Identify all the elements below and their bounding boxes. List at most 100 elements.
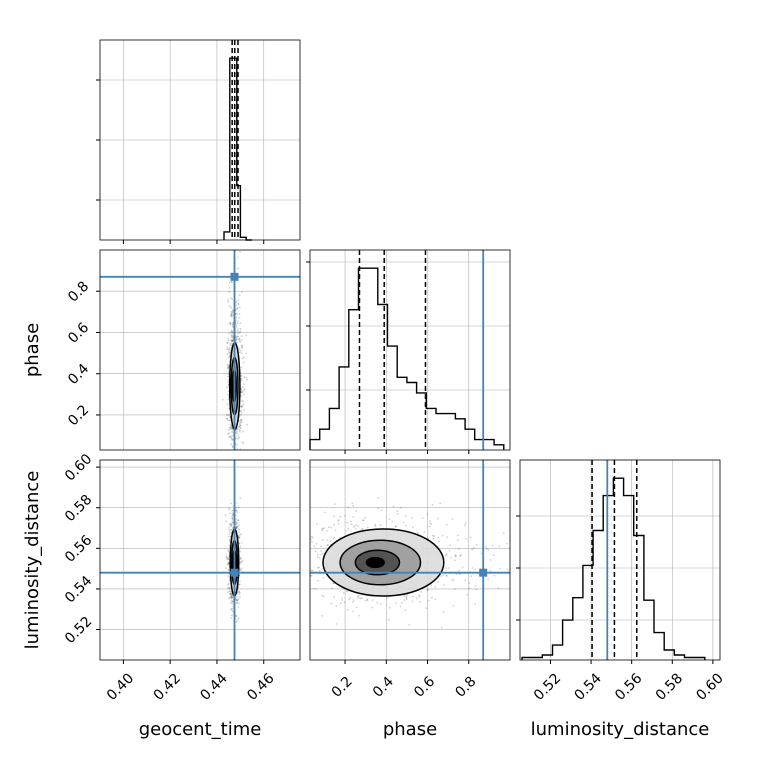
sample-point [236,602,239,604]
sample-point [230,425,233,428]
sample-point [333,515,335,518]
sample-point [228,557,231,560]
y-tick-label-phase: 0.6 [65,320,92,347]
sample-point [349,520,352,523]
sample-point [239,550,242,553]
sample-point [229,522,232,525]
sample-point [235,326,238,328]
sample-point [242,393,245,396]
sample-point [239,558,242,560]
sample-point [230,594,233,596]
x-tick-label-geocent_time: 0.40 [104,670,137,703]
sample-point [227,332,230,334]
sample-point [235,324,238,326]
sample-point [226,353,229,356]
sample-point [227,419,229,422]
sample-point [458,548,460,550]
sample-point [357,597,360,599]
sample-point [229,524,232,526]
sample-point [445,574,448,577]
sample-point [231,602,234,604]
y-tick-label-luminosity_distance: 0.56 [62,532,95,565]
sample-point [425,607,428,609]
sample-point [231,340,234,343]
sample-point [240,389,243,391]
sample-point [231,431,234,434]
sample-point [347,527,350,530]
truth-marker [479,568,488,577]
sample-point [334,529,337,532]
sample-point [231,596,234,599]
sample-point [239,424,242,427]
sample-point [241,291,243,293]
sample-point [237,524,240,527]
sample-point [392,505,395,508]
sample-point [226,417,229,420]
sample-point [228,590,231,592]
sample-point [224,567,227,569]
sample-point [428,525,431,528]
sample-point [225,556,228,558]
sample-point [329,540,332,543]
sample-point [226,342,229,344]
sample-point [437,536,439,539]
sample-point [429,522,431,524]
sample-point [228,419,231,422]
sample-point [230,437,233,440]
sample-point [243,389,246,392]
x-tick-label-luminosity_distance: 0.60 [693,670,726,703]
sample-point [242,356,245,359]
sample-point [317,566,320,569]
sample-point [315,588,317,590]
sample-point [311,536,314,539]
x-axis-label-luminosity_distance: luminosity_distance [531,719,710,740]
sample-point [227,563,230,565]
sample-point [430,584,432,586]
sample-point [246,378,249,381]
sample-point [239,596,241,598]
sample-point [235,338,238,341]
sample-point [235,510,238,512]
histogram-step-phase [309,267,505,450]
sample-point [227,398,229,401]
sample-point [230,443,233,446]
sample-point [359,597,362,599]
sample-point [238,313,241,316]
sample-point [231,339,234,342]
sample-point [403,599,406,601]
sample-point [238,590,240,592]
sample-point [230,600,233,602]
sample-point [226,558,228,561]
histogram-frame [309,249,511,451]
sample-point [227,428,230,431]
sample-point [231,509,234,512]
histogram-panel-phase [306,250,510,450]
sample-point [323,511,326,514]
sample-point [487,548,490,551]
sample-point [438,540,440,543]
sample-point [231,445,234,448]
sample-point [445,575,448,577]
x-tick-label-phase: 0.6 [411,674,438,701]
sample-point [236,525,239,528]
sample-point [240,335,243,337]
sample-point [225,555,228,557]
sample-point [225,520,228,523]
sample-point [456,539,459,542]
sample-point [366,598,368,601]
sample-point [236,329,239,332]
sample-point [242,430,244,433]
sample-point [493,554,495,556]
sample-point [237,434,240,437]
sample-point [493,574,496,577]
sample-point [227,550,230,553]
sample-point [321,529,324,532]
sample-point [229,596,232,599]
sample-point [230,523,233,526]
sample-point [361,597,363,600]
sample-point [227,591,230,593]
sample-point [229,592,232,595]
sample-point [236,335,239,338]
sample-point [440,575,443,577]
sample-point [230,596,233,598]
